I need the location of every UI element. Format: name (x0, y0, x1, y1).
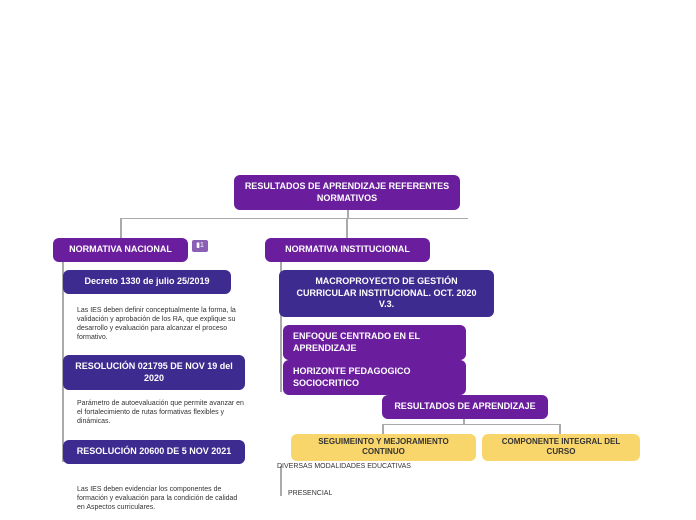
root-node: RESULTADOS DE APRENDIZAJE REFERENTES NOR… (234, 175, 460, 210)
left-child-1-note: Parámetro de autoevaluación que permite … (77, 399, 247, 426)
connector-right-down (346, 218, 348, 238)
left-branch-node: NORMATIVA NACIONAL (53, 238, 188, 262)
horizonte-label: HORIZONTE PEDAGOGICO SOCIOCRITICO (293, 366, 411, 388)
root-label: RESULTADOS DE APRENDIZAJE REFERENTES NOR… (245, 181, 449, 203)
left-child-2-note: Las IES deben evidenciar los componentes… (77, 485, 247, 512)
componente-label: COMPONENTE INTEGRAL DEL CURSO (502, 437, 621, 456)
left-branch-label: NORMATIVA NACIONAL (69, 244, 172, 254)
macro-label: MACROPROYECTO DE GESTIÓN CURRICULAR INST… (296, 276, 476, 309)
right-branch-label: NORMATIVA INSTITUCIONAL (285, 244, 410, 254)
resultados-label: RESULTADOS DE APRENDIZAJE (394, 401, 535, 411)
connector-res-horiz (382, 424, 560, 425)
diversas-node: DIVERSAS MODALIDADES EDUCATIVAS (277, 463, 411, 470)
macro-node: MACROPROYECTO DE GESTIÓN CURRICULAR INST… (279, 270, 494, 317)
left-child-2: RESOLUCIÓN 20600 DE 5 NOV 2021 (63, 440, 245, 464)
left-child-0: Decreto 1330 de julio 25/2019 (63, 270, 231, 294)
left-child-0-note: Las IES deben definir conceptualmente la… (77, 306, 247, 342)
left-child-1-label: RESOLUCIÓN 021795 DE NOV 19 del 2020 (75, 361, 233, 383)
left-child-1: RESOLUCIÓN 021795 DE NOV 19 del 2020 (63, 355, 245, 390)
presencial-node: PRESENCIAL (288, 490, 332, 497)
left-branch-badge: ▮1 (192, 240, 208, 252)
horizonte-node: HORIZONTE PEDAGOGICO SOCIOCRITICO (283, 360, 466, 395)
enfoque-label: ENFOQUE CENTRADO EN EL APRENDIZAJE (293, 331, 420, 353)
left-child-2-label: RESOLUCIÓN 20600 DE 5 NOV 2021 (77, 446, 232, 456)
connector-div-vert (280, 466, 282, 496)
left-child-0-label: Decreto 1330 de julio 25/2019 (84, 276, 209, 286)
seguimiento-label: SEGUIMEINTO Y MEJORAMIENTO CONTINUO (318, 437, 449, 456)
enfoque-node: ENFOQUE CENTRADO EN EL APRENDIZAJE (283, 325, 466, 360)
connector-res-left (382, 424, 384, 434)
resultados-node: RESULTADOS DE APRENDIZAJE (382, 395, 548, 419)
connector-horizontal-main (120, 218, 468, 219)
seguimiento-node: SEGUIMEINTO Y MEJORAMIENTO CONTINUO (291, 434, 476, 461)
right-branch-node: NORMATIVA INSTITUCIONAL (265, 238, 430, 262)
componente-node: COMPONENTE INTEGRAL DEL CURSO (482, 434, 640, 461)
connector-left-down (120, 218, 122, 238)
connector-res-right (559, 424, 561, 434)
